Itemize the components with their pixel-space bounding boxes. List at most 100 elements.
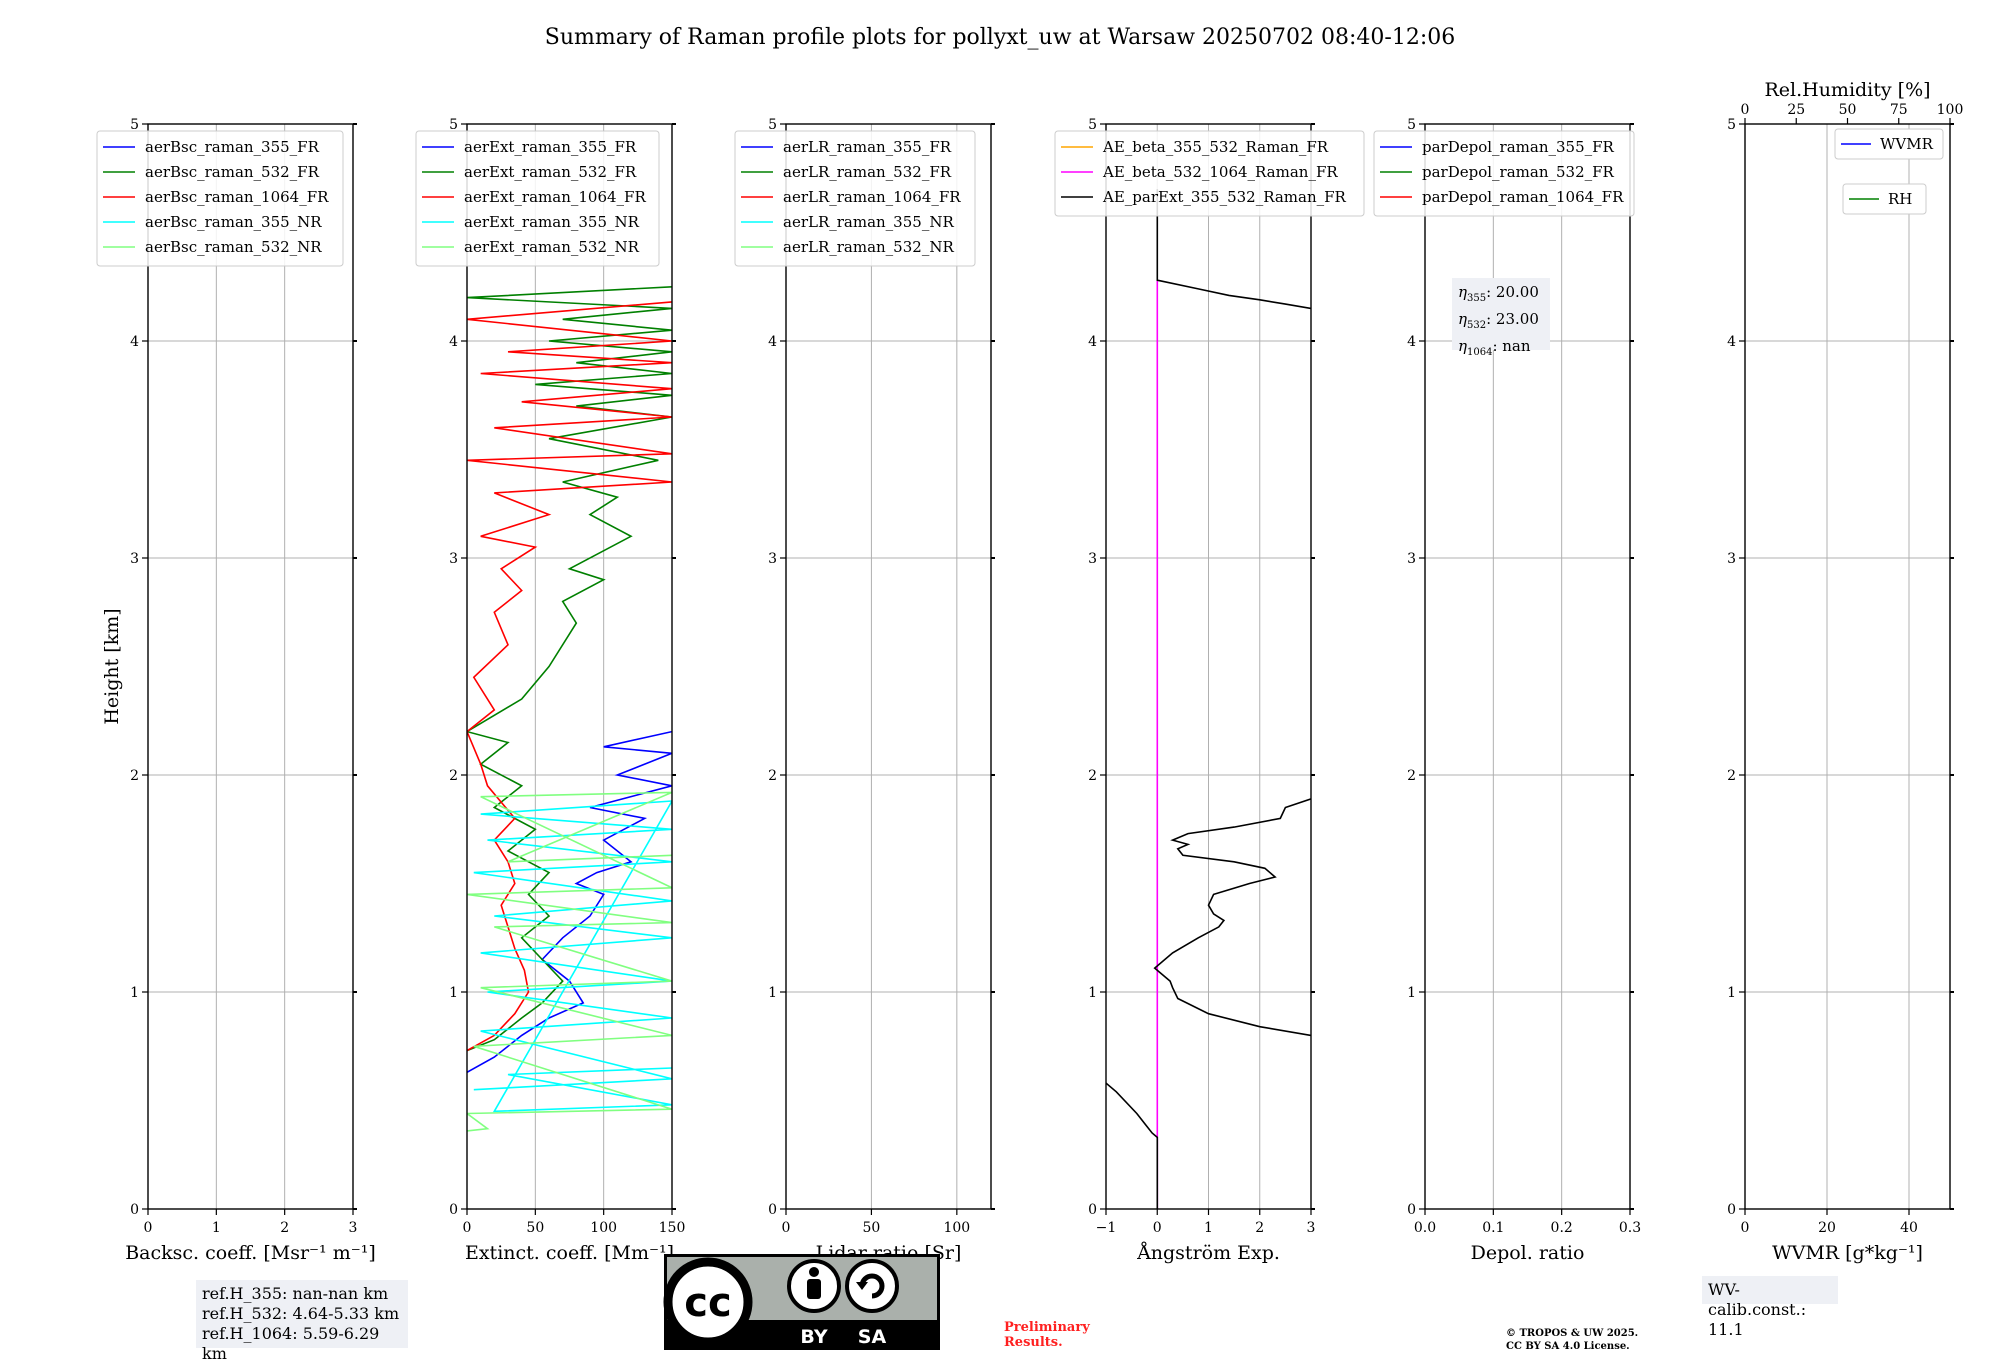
y-tick-label: 0 (768, 1202, 777, 1218)
wv-calib-box: WV-calib.const.: 11.1 (1702, 1276, 1838, 1339)
x-tick-label: 50 (863, 1220, 881, 1236)
x-axis-label: WVMR [g*kg⁻¹] (1772, 1242, 1923, 1264)
y-tick-label: 0 (1407, 1202, 1416, 1218)
legend-label: WVMR (1880, 135, 1934, 153)
y-tick-label: 0 (1088, 1202, 1097, 1218)
y-tick-label: 1 (1727, 985, 1736, 1001)
y-tick-label: 2 (449, 768, 458, 784)
legend-label: AE_beta_355_532_Raman_FR (1102, 138, 1329, 156)
series-line-AE_parExt_355_532_Raman_FR (1106, 1082, 1159, 1209)
y-tick-label: 4 (449, 334, 458, 350)
y-tick-label: 3 (130, 551, 139, 567)
series-line-aerExt_raman_532_FR (467, 286, 672, 1052)
by-label: BY (800, 1326, 827, 1348)
legend-label: aerBsc_raman_355_FR (145, 138, 320, 156)
legend-label: RH (1888, 190, 1912, 208)
y-tick-label: 2 (768, 768, 777, 784)
y-tick-label: 3 (768, 551, 777, 567)
x-tick-label: 0 (1741, 1220, 1750, 1236)
y-tick-label: 2 (1407, 768, 1416, 784)
legend-label: parDepol_raman_532_FR (1422, 163, 1615, 181)
legend-label: AE_beta_532_1064_Raman_FR (1102, 163, 1338, 181)
sa-share-icon (845, 1259, 899, 1313)
cc-by-sa-badge: cc BY SA (663, 1254, 940, 1350)
y-axis-label: Height [km] (101, 608, 123, 724)
x-axis-label: Extinct. coeff. [Mm⁻¹] (465, 1242, 674, 1264)
y-tick-label: 3 (449, 551, 458, 567)
copyright-line-2: CC BY SA 4.0 License. (1506, 1341, 1630, 1352)
y-tick-label: 0 (1727, 1202, 1736, 1218)
ref-height-355: ref.H_355: nan-nan km (202, 1284, 389, 1303)
x-tick-label: 40 (1900, 1220, 1918, 1236)
legend-label: aerBsc_raman_532_FR (145, 163, 320, 181)
plot-frame (1105, 123, 1312, 1210)
y-tick-label: 3 (1727, 551, 1736, 567)
ref-height-532: ref.H_532: 4.64-5.33 km (202, 1304, 400, 1323)
x-tick-label: 50 (526, 1220, 544, 1236)
legend-label: aerLR_raman_532_NR (783, 238, 954, 256)
preliminary-line-2: Results. (1004, 1335, 1063, 1350)
y-tick-label: 1 (130, 985, 139, 1001)
legend-label: aerLR_raman_532_FR (783, 163, 952, 181)
x-axis-label: Ångström Exp. (1136, 1242, 1280, 1264)
x-tick-label: 0 (463, 1220, 472, 1236)
legend-label: aerLR_raman_1064_FR (783, 188, 961, 206)
y-tick-label: 2 (1088, 768, 1097, 784)
legend-box (415, 130, 660, 267)
y-tick-label: 5 (1407, 117, 1416, 133)
x2-axis-label: Rel.Humidity [%] (1764, 79, 1930, 101)
eta-1064: η1064: nan (1458, 337, 1531, 358)
x-tick-label: 2 (1255, 1220, 1264, 1236)
x-tick-label: 2 (280, 1220, 289, 1236)
x-tick-label: 0.0 (1414, 1220, 1436, 1236)
eta-box: η355: 20.00 η532: 23.00 η1064: nan (1452, 278, 1550, 358)
x-tick-label: 0 (144, 1220, 153, 1236)
cc-logo-icon (663, 1257, 753, 1347)
x-tick-label: 0.3 (1619, 1220, 1641, 1236)
x-tick-label: 0.2 (1551, 1220, 1573, 1236)
legend-label: aerBsc_raman_1064_FR (145, 188, 329, 206)
series-line-aerExt_raman_355_FR (467, 730, 672, 1073)
panel-1: 0 1 2 3 4 5 0 1 2 3 Backsc. coeff. [Msr⁻¹ m⁻¹] Heig… (96, 117, 376, 1264)
plot-frame (466, 123, 673, 1210)
y-tick-label: 3 (1088, 551, 1097, 567)
series-line-aerExt_raman_532_NR (467, 791, 672, 1132)
copyright-line-1: © TROPOS & UW 2025. (1506, 1328, 1638, 1339)
legend-label: aerExt_raman_1064_FR (464, 188, 646, 206)
y-tick-label: 3 (1407, 551, 1416, 567)
x-axis-label: Depol. ratio (1471, 1242, 1585, 1264)
x2-tick-label: 0 (1741, 102, 1750, 118)
x-tick-label: 0 (1153, 1220, 1162, 1236)
y-tick-label: 4 (768, 334, 777, 350)
y-tick-label: 1 (1088, 985, 1097, 1001)
y-tick-label: 0 (130, 1202, 139, 1218)
x-tick-label: 20 (1818, 1220, 1836, 1236)
x2-tick-label: 75 (1890, 102, 1908, 118)
plot-frame (1744, 123, 1951, 1210)
series-group (1106, 189, 1311, 1209)
y-tick-label: 5 (1088, 117, 1097, 133)
x-tick-label: 3 (1307, 1220, 1316, 1236)
legend-label: aerExt_raman_355_NR (464, 213, 640, 231)
y-tick-label: 2 (130, 768, 139, 784)
x2-tick-label: 25 (1787, 102, 1805, 118)
y-tick-label: 4 (1088, 334, 1097, 350)
legend-box (1054, 130, 1365, 217)
sa-label: SA (858, 1326, 887, 1348)
legend-box (96, 130, 344, 267)
series-group (467, 286, 672, 1132)
legend-label: aerExt_raman_532_NR (464, 238, 640, 256)
x-tick-label: 100 (590, 1220, 617, 1236)
eta-355: η355: 20.00 (1458, 283, 1539, 304)
y-tick-label: 1 (768, 985, 777, 1001)
x-tick-label: 0.1 (1482, 1220, 1504, 1236)
eta-532: η532: 23.00 (1458, 310, 1539, 331)
x-tick-label: 150 (659, 1220, 686, 1236)
legend-box (734, 130, 976, 267)
x-tick-label: 1 (212, 1220, 221, 1236)
x-tick-label: 1 (1204, 1220, 1213, 1236)
